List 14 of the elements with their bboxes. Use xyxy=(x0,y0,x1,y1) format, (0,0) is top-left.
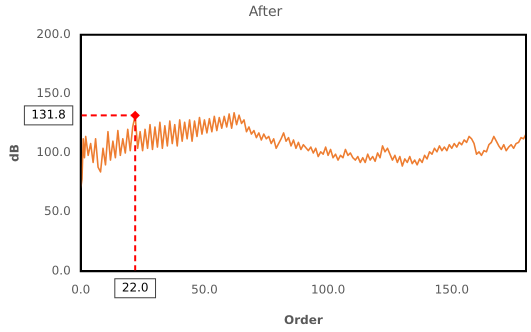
y-tick-label: 50.0 xyxy=(44,204,71,218)
y-tick-label: 0.0 xyxy=(52,263,71,278)
x-tick-label: 150.0 xyxy=(434,282,469,297)
x-tick-label: 0.0 xyxy=(71,282,90,297)
x-axis-title: Order xyxy=(284,312,323,327)
y-axis-title: dB xyxy=(7,144,22,162)
chart-title: After xyxy=(248,4,283,20)
y-tick-label: 150.0 xyxy=(36,86,71,100)
y-tick-label: 200.0 xyxy=(36,26,71,41)
x-tick-label: 100.0 xyxy=(310,282,346,297)
ref-line-label: 131.8 xyxy=(31,108,66,122)
y-tick-label: 100.0 xyxy=(36,145,71,160)
ref-line-label: 22.0 xyxy=(122,280,149,294)
x-tick-label: 50.0 xyxy=(191,282,218,297)
